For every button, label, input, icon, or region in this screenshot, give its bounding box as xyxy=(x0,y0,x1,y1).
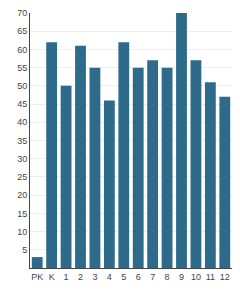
svg-text:6: 6 xyxy=(136,272,141,282)
svg-text:10: 10 xyxy=(17,227,27,237)
svg-text:1: 1 xyxy=(64,272,69,282)
svg-text:20: 20 xyxy=(17,190,27,200)
svg-text:9: 9 xyxy=(179,272,184,282)
svg-text:PK: PK xyxy=(31,272,43,282)
svg-text:40: 40 xyxy=(17,117,27,127)
svg-text:35: 35 xyxy=(17,136,27,146)
svg-text:5: 5 xyxy=(22,245,27,255)
svg-text:7: 7 xyxy=(150,272,155,282)
svg-text:2: 2 xyxy=(78,272,83,282)
svg-text:12: 12 xyxy=(220,272,230,282)
svg-text:11: 11 xyxy=(206,272,215,282)
svg-text:3: 3 xyxy=(92,272,97,282)
svg-text:50: 50 xyxy=(17,81,27,91)
svg-text:55: 55 xyxy=(17,63,27,73)
svg-text:4: 4 xyxy=(107,272,112,282)
svg-text:70: 70 xyxy=(17,8,27,18)
svg-text:8: 8 xyxy=(165,272,170,282)
svg-text:K: K xyxy=(49,272,55,282)
svg-text:15: 15 xyxy=(17,209,27,219)
svg-text:60: 60 xyxy=(17,45,27,55)
svg-text:30: 30 xyxy=(17,154,27,164)
svg-text:45: 45 xyxy=(17,99,27,109)
svg-text:25: 25 xyxy=(17,172,27,182)
svg-text:5: 5 xyxy=(121,272,126,282)
svg-text:65: 65 xyxy=(17,26,27,36)
svg-text:10: 10 xyxy=(191,272,201,282)
